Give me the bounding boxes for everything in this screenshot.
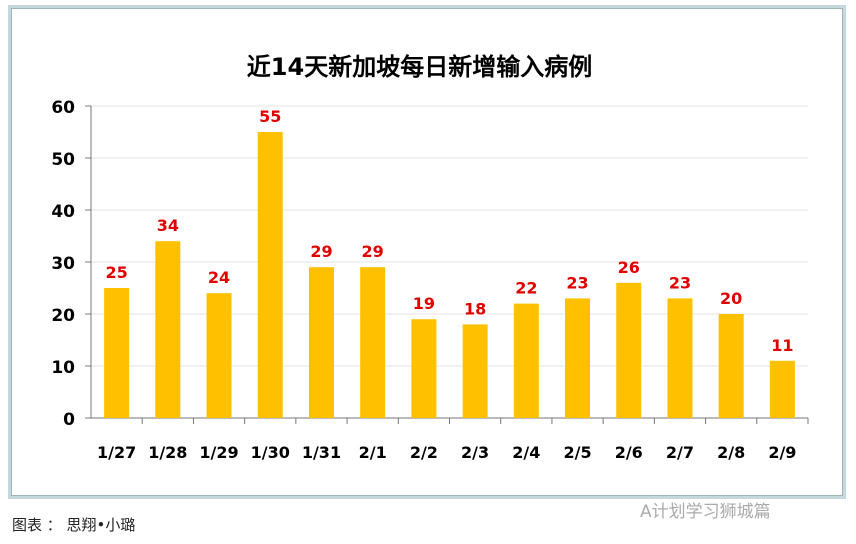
x-tick-label: 2/6 (615, 443, 643, 462)
bar-1/31 (308, 267, 334, 418)
bar-2/1 (360, 267, 386, 418)
bar-chart: 近14天新加坡每日新增输入病例 0 10 20 30 40 50 60 25 1/27 34 1/28… (51, 53, 809, 462)
x-tick-label: 2/7 (666, 443, 694, 462)
x-tick-label: 2/3 (461, 443, 489, 462)
data-label: 29 (310, 242, 332, 261)
bar-2/3 (462, 324, 488, 418)
data-label: 29 (362, 242, 384, 261)
data-label: 18 (464, 299, 486, 318)
chart-title: 近14天新加坡每日新增输入病例 (247, 53, 592, 81)
y-tick-label: 50 (51, 150, 75, 170)
x-tick-label: 2/4 (512, 443, 540, 462)
data-label: 23 (669, 273, 691, 292)
data-label: 22 (515, 279, 537, 298)
x-tick-label: 2/5 (563, 443, 591, 462)
bar-1/28 (155, 241, 181, 418)
x-tick-label: 1/29 (199, 443, 238, 462)
bar-2/4 (513, 303, 539, 418)
y-tick-label: 0 (63, 410, 75, 430)
data-label: 55 (259, 107, 281, 126)
data-label: 19 (413, 294, 435, 313)
x-tick-label: 1/30 (251, 443, 290, 462)
bar-1/30 (257, 132, 283, 418)
data-label: 20 (720, 289, 742, 308)
data-label: 11 (771, 336, 793, 355)
y-tick-label: 40 (51, 202, 75, 222)
data-label: 26 (618, 258, 640, 277)
x-tick-label: 2/9 (768, 443, 796, 462)
bar-1/27 (104, 288, 130, 418)
y-tick-label: 30 (51, 254, 75, 274)
chart-caption: 图表 ： 思翔•小璐 (12, 516, 136, 534)
bar-2/6 (616, 282, 642, 418)
y-tick-label: 60 (51, 98, 75, 118)
bar-2/2 (411, 319, 437, 418)
x-tick-label: 2/2 (410, 443, 438, 462)
x-tick-label: 2/1 (359, 443, 387, 462)
y-tick-label: 10 (51, 358, 75, 378)
bar-2/7 (667, 298, 693, 418)
bar-2/5 (565, 298, 591, 418)
bar-1/29 (206, 293, 232, 418)
x-tick-label: 2/8 (717, 443, 745, 462)
data-label: 25 (105, 263, 127, 282)
bar-2/8 (718, 314, 744, 418)
watermark: A计划学习狮城篇 (640, 502, 771, 522)
x-tick-label: 1/27 (97, 443, 136, 462)
x-tick-label: 1/28 (148, 443, 187, 462)
data-label: 24 (208, 268, 230, 287)
bar-2/9 (769, 360, 795, 418)
data-label: 23 (566, 273, 588, 292)
x-tick-label: 1/31 (302, 443, 341, 462)
data-label: 34 (157, 216, 179, 235)
y-tick-label: 20 (51, 306, 75, 326)
